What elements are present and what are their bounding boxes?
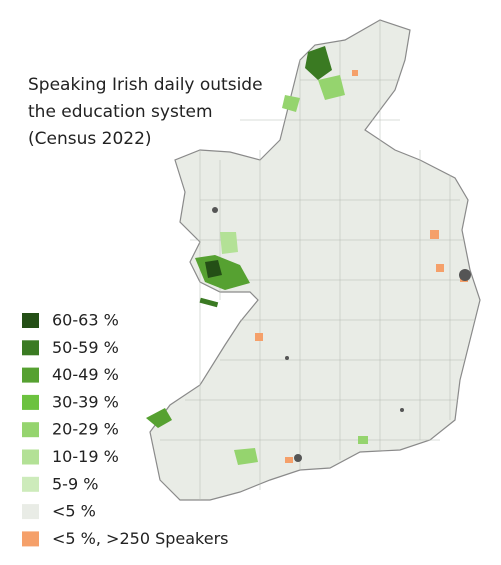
legend-label: 60-63 %	[52, 311, 119, 330]
title-line: the education system	[28, 102, 213, 122]
donegal-gaeltacht	[318, 75, 345, 100]
map	[146, 19, 481, 501]
kerry-gaeltacht	[146, 408, 172, 428]
dense-districts	[212, 207, 471, 462]
cork-gaeltacht	[234, 448, 258, 465]
legend-label: 50-59 %	[52, 338, 119, 357]
legend-label: 5-9 %	[52, 474, 98, 493]
aran-islands	[199, 297, 219, 308]
legend-swatch	[22, 313, 39, 328]
legend-swatch	[22, 476, 39, 492]
legend-swatch	[22, 531, 39, 547]
legend-swatch	[22, 367, 39, 383]
connemara-gaeltacht	[205, 260, 222, 278]
title-line: (Census 2022)	[28, 129, 152, 149]
legend-label: 30-39 %	[52, 392, 119, 411]
legend-label: 20-29 %	[52, 420, 119, 439]
legend-swatch	[22, 340, 39, 356]
legend-swatch	[22, 449, 39, 465]
mayo-gaeltacht	[282, 95, 300, 112]
waterford-gaeltacht	[358, 436, 368, 444]
legend-swatch	[22, 394, 39, 410]
legend-label: 40-49 %	[52, 365, 119, 384]
title: Speaking Irish daily outside the educatio…	[28, 75, 263, 149]
legend: 60-63 % 50-59 % 40-49 % 30-39 % 20-29 % 10-19…	[22, 311, 229, 548]
district-lines	[160, 20, 475, 500]
legend-swatch	[22, 504, 39, 520]
legend-label: 10-19 %	[52, 447, 119, 466]
legend-label: <5 %	[52, 502, 96, 521]
galway-gaeltacht	[220, 232, 238, 254]
legend-label: <5 %, >250 Speakers	[52, 529, 229, 548]
donegal-gaeltacht	[305, 46, 332, 80]
title-line: Speaking Irish daily outside	[28, 75, 263, 95]
legend-swatch	[22, 422, 39, 438]
